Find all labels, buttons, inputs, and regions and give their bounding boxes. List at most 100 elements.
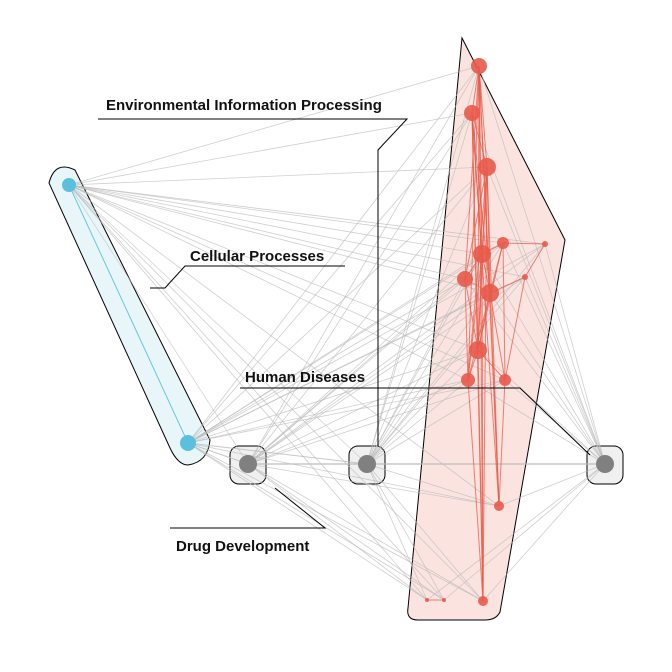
edge xyxy=(68,184,249,465)
edge xyxy=(247,166,488,465)
edge xyxy=(482,463,606,602)
edge xyxy=(481,253,606,465)
edge xyxy=(366,112,473,465)
edge xyxy=(489,292,506,381)
edge xyxy=(187,442,445,601)
edge xyxy=(187,278,466,444)
leader-human-diseases xyxy=(240,387,591,456)
edge xyxy=(187,112,473,444)
edge xyxy=(247,379,469,465)
edge xyxy=(68,166,488,186)
edge xyxy=(247,349,479,465)
edge xyxy=(187,442,484,602)
edge xyxy=(478,65,488,168)
edge xyxy=(247,463,428,601)
edge xyxy=(187,442,500,507)
node xyxy=(461,373,475,387)
edge xyxy=(464,166,488,280)
edge xyxy=(247,463,484,602)
node xyxy=(494,501,504,511)
edge xyxy=(247,112,473,465)
edge xyxy=(68,65,480,186)
edge xyxy=(187,65,480,444)
edge xyxy=(482,166,488,602)
edge xyxy=(524,276,606,465)
edge xyxy=(502,242,506,381)
edge xyxy=(464,278,606,465)
edge xyxy=(464,278,479,351)
edge xyxy=(366,463,428,601)
edge xyxy=(366,166,488,465)
edge xyxy=(68,184,491,294)
label-drug-development: Drug Development xyxy=(176,538,309,555)
edge xyxy=(366,278,466,465)
edge xyxy=(366,276,526,465)
node xyxy=(473,245,491,263)
label-environmental: Environmental Information Processing xyxy=(106,97,382,114)
edge xyxy=(247,65,480,465)
edge xyxy=(187,349,479,444)
edge xyxy=(366,349,479,465)
edge xyxy=(489,292,500,507)
edge xyxy=(504,276,526,381)
edge xyxy=(366,463,484,602)
edge xyxy=(426,463,606,601)
label-human-diseases: Human Diseases xyxy=(245,369,365,386)
label-cellular-processes: Cellular Processes xyxy=(190,248,324,265)
node xyxy=(499,374,511,386)
edge xyxy=(366,463,445,601)
edge xyxy=(187,379,469,444)
node xyxy=(522,274,528,280)
edge xyxy=(471,112,491,294)
edge xyxy=(481,253,484,602)
edge xyxy=(486,166,606,465)
edge xyxy=(366,253,483,465)
edge xyxy=(68,184,484,602)
node xyxy=(62,178,76,192)
edge xyxy=(498,463,606,507)
node xyxy=(180,435,196,451)
leader-drug xyxy=(170,487,327,529)
edge xyxy=(247,463,445,601)
edge xyxy=(366,292,491,465)
edge xyxy=(247,278,466,465)
edge xyxy=(187,166,488,444)
edge xyxy=(247,243,546,465)
node xyxy=(425,598,429,602)
edge xyxy=(478,65,606,465)
edge xyxy=(68,184,445,601)
edge xyxy=(467,253,483,381)
edge xyxy=(464,278,469,381)
edge xyxy=(187,442,428,601)
edge xyxy=(544,243,606,465)
node xyxy=(542,241,548,247)
leader-environmental xyxy=(98,118,409,446)
edge xyxy=(477,349,606,465)
edge xyxy=(366,463,500,507)
edge xyxy=(68,184,504,244)
edge xyxy=(68,184,500,507)
node xyxy=(481,284,499,302)
edge xyxy=(187,253,483,444)
node xyxy=(478,596,488,606)
edge xyxy=(489,292,606,465)
node xyxy=(478,158,496,176)
edge xyxy=(187,442,249,465)
edge xyxy=(502,242,546,245)
edge xyxy=(68,184,483,255)
node xyxy=(471,58,487,74)
edge xyxy=(477,253,483,351)
edge xyxy=(247,463,500,507)
edge xyxy=(524,243,546,278)
node xyxy=(469,341,487,359)
edge xyxy=(68,184,506,381)
edge xyxy=(68,112,473,186)
edge xyxy=(467,292,491,381)
nodes xyxy=(62,58,614,606)
node xyxy=(358,455,376,473)
edge xyxy=(68,184,428,601)
node xyxy=(596,455,614,473)
edge xyxy=(477,349,484,602)
edge xyxy=(471,112,488,168)
edge xyxy=(68,184,368,465)
